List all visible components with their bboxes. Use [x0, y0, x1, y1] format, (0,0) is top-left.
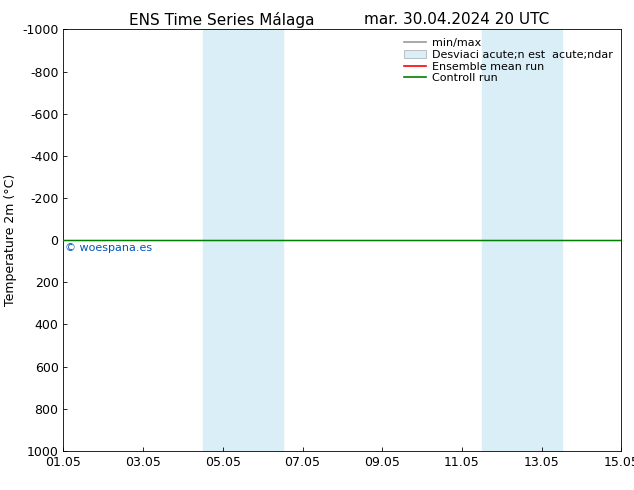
- Legend: min/max, Desviaci acute;n est  acute;ndar, Ensemble mean run, Controll run: min/max, Desviaci acute;n est acute;ndar…: [401, 35, 616, 87]
- Bar: [482, 29, 562, 451]
- Y-axis label: Temperature 2m (°C): Temperature 2m (°C): [4, 174, 16, 306]
- Text: © woespana.es: © woespana.es: [65, 243, 153, 253]
- Bar: [203, 29, 283, 451]
- Text: ENS Time Series Málaga: ENS Time Series Málaga: [129, 12, 314, 28]
- Text: mar. 30.04.2024 20 UTC: mar. 30.04.2024 20 UTC: [364, 12, 549, 27]
